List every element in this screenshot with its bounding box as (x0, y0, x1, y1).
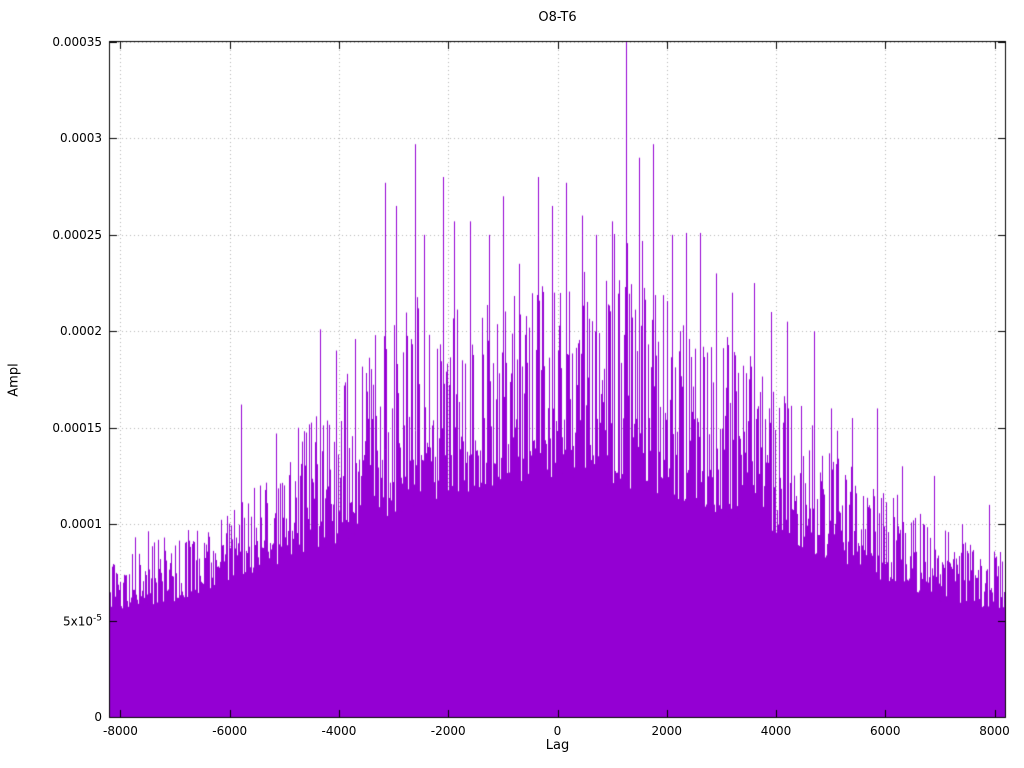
y-tick-label: 0.00035 (52, 35, 102, 49)
y-tick-label: 0.0002 (60, 324, 102, 339)
y-tick-label: 0.0003 (60, 131, 102, 146)
y-tick-label: 0 (94, 710, 102, 724)
x-tick-label: 4000 (760, 724, 792, 738)
x-axis-label: Lag (545, 738, 570, 753)
y-tick-label: 0.0001 (60, 517, 102, 532)
x-tick-label: 0 (553, 724, 562, 738)
x-tick-label: -4000 (321, 724, 357, 738)
y-tick-label: 0.00015 (52, 420, 102, 435)
x-tick-label: 6000 (869, 724, 901, 738)
chart-title: O8-T6 (538, 10, 577, 25)
y-axis-label: Ampl (6, 363, 22, 397)
x-tick-label: -2000 (430, 724, 466, 738)
x-tick-label: -8000 (103, 724, 138, 738)
y-tick-label: 0.00025 (52, 227, 102, 242)
x-tick-label: 8000 (979, 724, 1010, 738)
x-tick-label: -6000 (212, 724, 248, 738)
x-tick-label: 2000 (651, 724, 683, 738)
y-tick-label: 5x10-5 (63, 613, 102, 629)
